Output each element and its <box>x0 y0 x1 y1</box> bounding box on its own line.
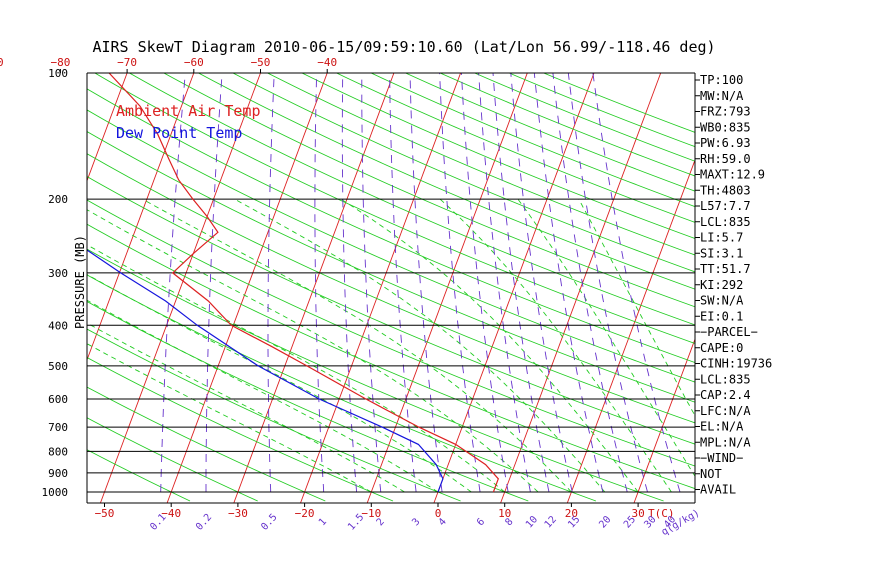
index-item: TT:51.7 <box>700 262 751 276</box>
mixing-ratio-label: 0.5 <box>259 512 279 533</box>
moist-adiabat-line <box>235 199 605 492</box>
moist-adiabat-line <box>69 199 538 492</box>
index-item: EL:N/A <box>700 420 744 434</box>
index-item: SI:3.1 <box>700 246 743 260</box>
index-item: CAPE:0 <box>700 341 743 355</box>
mixing-ratio-label: 1 <box>317 516 329 528</box>
mixing-ratio-label: 20 <box>597 514 613 530</box>
pressure-tick-label: 500 <box>48 360 68 373</box>
mixing-ratio-line <box>440 73 481 492</box>
pressure-tick-label: 600 <box>48 393 68 406</box>
mixing-ratio-line <box>511 73 572 492</box>
moist-adiabat-line <box>143 199 572 492</box>
mixing-ratio-line <box>479 73 531 492</box>
index-item: KI:292 <box>700 278 743 292</box>
pressure-tick-label: 200 <box>48 193 68 206</box>
dry-adiabat-line <box>440 73 870 501</box>
index-item: CAP:2.4 <box>700 388 751 402</box>
mixing-ratio-label: 3 <box>410 516 422 528</box>
index-item: PW:6.93 <box>700 136 751 150</box>
mixing-ratio-line <box>268 73 274 492</box>
index-item: TP:100 <box>700 73 743 87</box>
isotherm-line <box>301 73 461 503</box>
pressure-tick-label: 400 <box>48 319 68 332</box>
top-temp-label: −70 <box>117 56 137 69</box>
index-item: MPL:N/A <box>700 435 751 449</box>
top-temp-label: −60 <box>184 56 204 69</box>
isotherm-line <box>501 73 661 503</box>
dry-adiabat-line <box>302 73 870 501</box>
dry-adiabat-line <box>371 73 870 501</box>
index-item: −WIND− <box>700 451 743 465</box>
pressure-tick-label: 700 <box>48 421 68 434</box>
dry-adiabat-line <box>0 73 664 501</box>
index-item: WB0:835 <box>700 120 751 134</box>
dry-adiabat-line <box>337 73 870 501</box>
mixing-ratio-label: 12 <box>543 514 559 530</box>
moist-adiabat-line <box>518 199 705 492</box>
pressure-tick-label: 1000 <box>42 486 69 499</box>
index-item: MAXT:12.9 <box>700 168 765 182</box>
isotherm-line <box>0 73 127 503</box>
y-axis-label: PRESSURE (MB) <box>73 235 87 329</box>
top-temp-label: −90 <box>0 56 4 69</box>
mixing-ratio-label: 4 <box>437 516 449 528</box>
pressure-tick-label: 900 <box>48 467 68 480</box>
isotherm-line <box>0 73 60 503</box>
index-item: MW:N/A <box>700 89 744 103</box>
mixing-ratio-label: 10 <box>524 514 540 530</box>
mixing-ratio-label: 6 <box>475 516 487 528</box>
index-item: L57:7.7 <box>700 199 751 213</box>
index-item: NOT <box>700 467 722 481</box>
index-item: TH:4803 <box>700 183 751 197</box>
index-item: SW:N/A <box>700 294 744 308</box>
isotherm-line <box>767 73 870 503</box>
isotherm-line <box>367 73 527 503</box>
index-item: AVAIL <box>700 483 736 497</box>
isotherm-line <box>834 73 870 503</box>
isotherm-line <box>234 73 394 503</box>
bottom-temp-label: −50 <box>95 507 115 520</box>
mixing-ratio-label: 0.2 <box>194 512 214 533</box>
isotherm-line <box>434 73 594 503</box>
top-temp-label: −50 <box>251 56 271 69</box>
pressure-tick-label: 300 <box>48 267 68 280</box>
legend-ambient-air-temp: Ambient Air Temp <box>116 102 261 120</box>
dry-adiabat-line <box>406 73 870 501</box>
index-item: RH:59.0 <box>700 152 751 166</box>
legend-dew-point-temp: Dew Point Temp <box>116 124 242 142</box>
moist-adiabat-line <box>440 199 671 492</box>
index-item: EI:0.1 <box>700 309 743 323</box>
index-item: LFC:N/A <box>700 404 751 418</box>
dry-adiabat-line <box>0 73 596 501</box>
pressure-tick-label: 800 <box>48 445 68 458</box>
dry-adiabat-line <box>475 73 870 501</box>
mixing-ratio-line <box>390 73 417 492</box>
index-item: FRZ:793 <box>700 105 751 119</box>
index-item: LCL:835 <box>700 215 751 229</box>
bottom-temp-label: −30 <box>228 507 248 520</box>
index-item: CINH:19736 <box>700 357 772 371</box>
index-item: LI:5.7 <box>700 231 743 245</box>
chart-title: AIRS SkewT Diagram 2010-06-15/09:59:10.6… <box>92 38 715 56</box>
top-temp-label: −40 <box>317 56 337 69</box>
index-item: −PARCEL− <box>700 325 758 339</box>
dry-adiabat-line <box>199 73 870 501</box>
top-temp-label: −80 <box>50 56 70 69</box>
bottom-temp-label: −20 <box>295 507 315 520</box>
dry-adiabat-line <box>268 73 870 501</box>
index-item: LCL:835 <box>700 372 751 386</box>
